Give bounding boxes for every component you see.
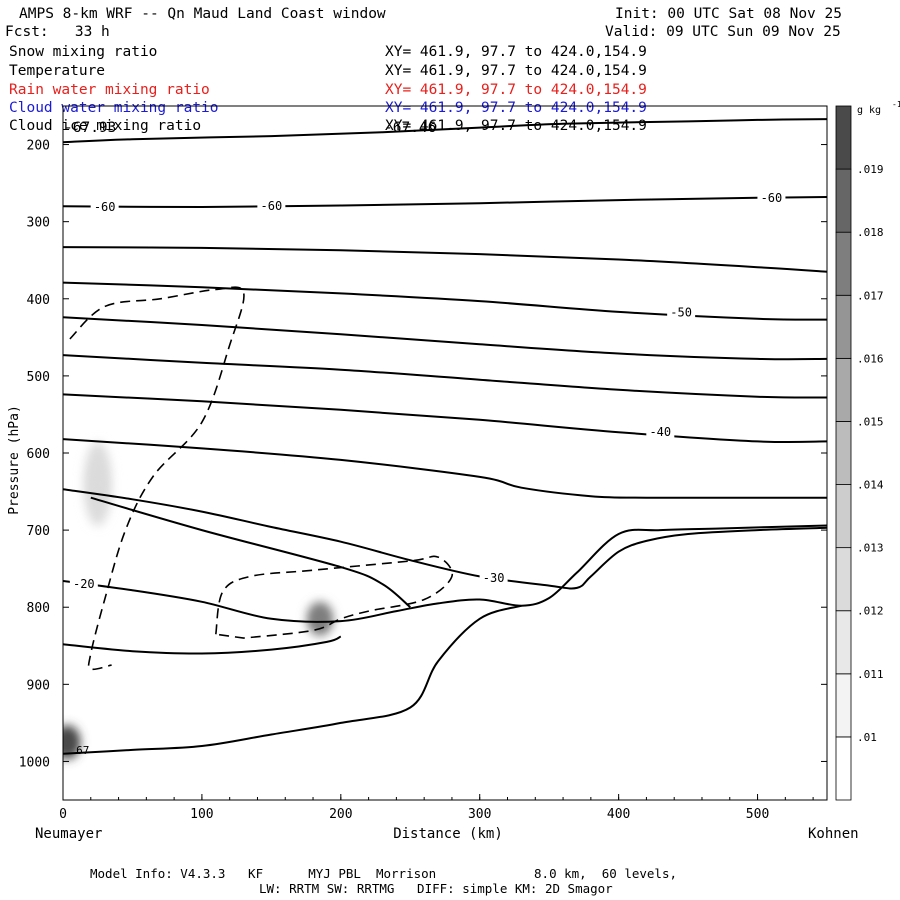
- contour-label-bg: [479, 569, 508, 585]
- plot-frame: [62, 105, 828, 801]
- valid-time: Valid: 09 UTC Sun 09 Nov 25: [605, 24, 841, 40]
- temperature-contours: [63, 118, 827, 755]
- shaded-blob-core: [63, 732, 74, 752]
- contour-label: -30: [483, 571, 505, 585]
- x-tick-label: 200: [329, 807, 352, 822]
- contour-label: -50: [670, 306, 692, 320]
- y-tick-label: 400: [27, 293, 50, 308]
- contour-label-bg: [257, 198, 286, 214]
- y-tick-label: 300: [27, 216, 50, 231]
- contour-label-bg: [646, 424, 675, 440]
- contour-label: -60: [261, 199, 283, 213]
- footer-model-info: Model Info: V4.3.3 KF MYJ PBL Morrison 8…: [90, 866, 677, 881]
- field-name-cloud-ice: Cloud ice mixing ratio: [9, 118, 202, 134]
- colorbar-level-label: .014: [857, 479, 884, 492]
- colorbar-unit: g kg: [857, 105, 881, 116]
- contour-label: -40: [649, 425, 671, 439]
- colorbar-swatch: [835, 610, 852, 675]
- x-tick-label: 400: [607, 807, 630, 822]
- colorbar-unit-exponent: -1: [892, 100, 900, 109]
- cloud-ice-contour: [69, 286, 245, 671]
- temperature-contour: [63, 635, 342, 655]
- colorbar-swatch: [835, 673, 852, 738]
- field-name-snow: Snow mixing ratio: [9, 44, 158, 60]
- temperature-contour: [63, 524, 827, 623]
- footer-physics-info: LW: RRTM SW: RRTMG DIFF: simple KM: 2D S…: [259, 881, 613, 896]
- colorbar-level-label: .01: [857, 731, 877, 744]
- cloud-ice-contour: [214, 555, 454, 639]
- field-xy-temperature: XY= 461.9, 97.7 to 424.0,154.9: [385, 63, 647, 79]
- temperature-contour: [63, 354, 827, 399]
- x-tick-label: 500: [746, 807, 769, 822]
- overlay-label-left: -67.93: [64, 120, 117, 136]
- value-label: 67: [76, 744, 89, 757]
- x-tick-label: 300: [468, 807, 491, 822]
- colorbar-level-label: .019: [857, 163, 884, 176]
- temperature-contour: [63, 281, 827, 321]
- colorbar-level-label: .011: [857, 668, 884, 681]
- colorbar-swatch: [835, 168, 852, 233]
- y-tick-label: 1000: [19, 755, 50, 770]
- y-tick-label: 200: [27, 139, 50, 154]
- colorbar-swatch: [835, 736, 852, 801]
- temperature-contour: [63, 604, 522, 755]
- contour-label-bg: [90, 199, 119, 215]
- field-xy-rain: XY= 461.9, 97.7 to 424.0,154.9: [385, 82, 647, 98]
- init-time: Init: 00 UTC Sat 08 Nov 25: [615, 6, 842, 22]
- shaded-blob-core: [313, 609, 327, 629]
- contour-label: -60: [761, 191, 783, 205]
- colorbar-swatch: [835, 294, 852, 359]
- colorbar: .01 .011 .012 .013 .014 .015 .016 .017 .018 .019 g…: [835, 100, 900, 801]
- temperature-contour: [63, 246, 827, 273]
- temperature-contour: [63, 438, 827, 499]
- mixing-ratio-shading: [63, 441, 333, 760]
- contour-label-bg: [757, 189, 786, 205]
- colorbar-swatch: [835, 421, 852, 485]
- colorbar-level-label: .018: [857, 226, 884, 239]
- contour-label-bg: [667, 304, 696, 320]
- contour-label: -60: [94, 200, 116, 214]
- contour-label-bg: [69, 576, 98, 592]
- colorbar-swatch: [835, 357, 852, 422]
- colorbar-swatch: [835, 231, 852, 296]
- cloud-ice-contours: [69, 286, 454, 671]
- colorbar-swatch: [835, 484, 852, 549]
- field-xy-cloud-water: XY= 461.9, 97.7 to 424.0,154.9: [385, 100, 647, 116]
- temperature-contour: [63, 196, 827, 209]
- colorbar-swatch: [835, 547, 852, 612]
- temperature-contour: [90, 496, 411, 608]
- colorbar-level-label: .015: [857, 415, 884, 428]
- contour-label: -20: [73, 577, 95, 591]
- colorbar-level-label: .012: [857, 605, 884, 618]
- x-tick-label: 0: [59, 807, 67, 822]
- axes: 0 100 200 300 400 500 200 300 400 500 600 700 800 900…: [19, 139, 827, 822]
- chart-title: AMPS 8-km WRF -- Qn Maud Land Coast wind…: [19, 6, 386, 22]
- colorbar-swatch: [835, 105, 852, 170]
- temperature-contour: [63, 488, 827, 590]
- colorbar-level-label: .013: [857, 542, 884, 555]
- field-name-cloud-water: Cloud water mixing ratio: [9, 100, 219, 116]
- x-end-label-right: Kohnen: [808, 826, 859, 842]
- field-name-rain: Rain water mixing ratio: [9, 82, 210, 98]
- x-axis-label: Distance (km): [393, 826, 503, 842]
- x-tick-label: 100: [190, 807, 213, 822]
- y-tick-label: 500: [27, 370, 50, 385]
- y-axis-label: Pressure (hPa): [7, 405, 22, 515]
- field-xy-snow: XY= 461.9, 97.7 to 424.0,154.9: [385, 44, 647, 60]
- y-tick-label: 600: [27, 447, 50, 462]
- colorbar-level-label: .017: [857, 289, 884, 302]
- y-tick-label: 700: [27, 524, 50, 539]
- forecast-hour: Fcst: 33 h: [5, 24, 110, 40]
- temperature-contour: [63, 393, 827, 444]
- y-tick-label: 900: [27, 678, 50, 693]
- field-name-temperature: Temperature: [9, 63, 106, 79]
- temperature-contour: [63, 316, 827, 361]
- x-end-label-left: Neumayer: [35, 826, 102, 842]
- y-tick-label: 800: [27, 601, 50, 616]
- colorbar-level-label: .016: [857, 352, 884, 365]
- contour-labels: -60 -60 -60 -50 -40 -30 -20 67: [69, 189, 786, 757]
- temperature-contour: [63, 118, 827, 144]
